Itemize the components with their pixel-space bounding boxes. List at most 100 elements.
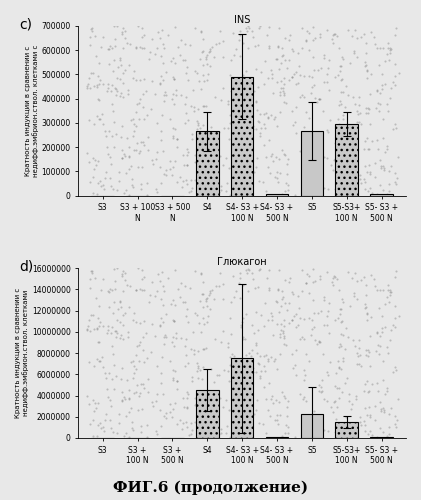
Point bbox=[125, 90, 132, 98]
Point bbox=[297, 71, 304, 79]
Point bbox=[133, 318, 140, 326]
Point bbox=[304, 172, 311, 180]
Point bbox=[161, 286, 168, 294]
Point bbox=[100, 276, 107, 283]
Point bbox=[310, 36, 317, 44]
Point bbox=[280, 74, 287, 82]
Point bbox=[262, 429, 269, 437]
Point bbox=[205, 48, 212, 56]
Point bbox=[125, 191, 132, 199]
Text: c): c) bbox=[19, 18, 32, 32]
Point bbox=[337, 98, 344, 106]
Point bbox=[363, 104, 370, 112]
Point bbox=[343, 413, 350, 421]
Point bbox=[240, 188, 247, 196]
Point bbox=[156, 34, 163, 42]
Point bbox=[310, 278, 317, 286]
Point bbox=[240, 390, 246, 398]
Point bbox=[245, 286, 252, 294]
Point bbox=[163, 171, 170, 179]
Point bbox=[148, 78, 155, 86]
Point bbox=[176, 174, 183, 182]
Point bbox=[198, 86, 205, 94]
Point bbox=[229, 134, 236, 142]
Point bbox=[96, 80, 103, 88]
Point bbox=[136, 115, 142, 123]
Point bbox=[206, 289, 213, 297]
Point bbox=[230, 272, 237, 280]
Point bbox=[192, 267, 199, 275]
Point bbox=[283, 160, 290, 168]
Point bbox=[86, 74, 93, 82]
Point bbox=[354, 352, 361, 360]
Point bbox=[219, 280, 226, 287]
Point bbox=[240, 332, 246, 340]
Point bbox=[222, 429, 229, 437]
Point bbox=[169, 332, 176, 340]
Text: ФИГ.6 (продолжение): ФИГ.6 (продолжение) bbox=[113, 480, 308, 495]
Point bbox=[385, 282, 392, 290]
Point bbox=[107, 402, 114, 410]
Point bbox=[93, 354, 100, 362]
Point bbox=[110, 385, 117, 393]
Point bbox=[161, 98, 168, 106]
Point bbox=[143, 421, 150, 429]
Point bbox=[119, 335, 126, 343]
Point bbox=[394, 153, 401, 161]
Point bbox=[317, 272, 323, 280]
Point bbox=[110, 360, 117, 368]
Point bbox=[235, 278, 242, 286]
Point bbox=[207, 388, 214, 396]
Point bbox=[362, 138, 368, 145]
Point bbox=[380, 428, 387, 436]
Point bbox=[225, 342, 232, 350]
Point bbox=[129, 424, 136, 432]
Point bbox=[293, 346, 299, 354]
Point bbox=[96, 302, 102, 310]
Point bbox=[386, 286, 393, 294]
Point bbox=[182, 119, 189, 127]
Point bbox=[169, 90, 176, 98]
Point bbox=[387, 336, 394, 344]
Point bbox=[246, 146, 253, 154]
Point bbox=[125, 433, 132, 441]
Point bbox=[100, 120, 107, 128]
Point bbox=[216, 370, 222, 378]
Point bbox=[377, 156, 384, 164]
Point bbox=[302, 397, 309, 405]
Point bbox=[381, 58, 388, 66]
Point bbox=[276, 266, 282, 274]
Point bbox=[170, 134, 177, 142]
Point bbox=[183, 146, 190, 154]
Point bbox=[276, 398, 282, 406]
Point bbox=[139, 286, 146, 294]
Point bbox=[231, 51, 237, 59]
Point bbox=[136, 150, 143, 158]
Point bbox=[237, 118, 243, 126]
Point bbox=[381, 300, 388, 308]
Point bbox=[367, 411, 374, 419]
Point bbox=[317, 64, 324, 72]
Point bbox=[321, 78, 328, 86]
Point bbox=[353, 152, 360, 160]
Point bbox=[266, 284, 272, 292]
Point bbox=[294, 79, 301, 87]
Point bbox=[106, 127, 113, 135]
Point bbox=[184, 180, 191, 188]
Point bbox=[158, 72, 165, 80]
Point bbox=[334, 142, 341, 150]
Point bbox=[136, 390, 143, 398]
Point bbox=[343, 82, 349, 90]
Point bbox=[194, 311, 200, 319]
Point bbox=[246, 123, 253, 131]
Point bbox=[335, 286, 342, 294]
Point bbox=[384, 44, 391, 52]
Point bbox=[169, 95, 176, 103]
Point bbox=[105, 288, 112, 296]
Point bbox=[256, 265, 263, 273]
Point bbox=[174, 420, 181, 428]
Point bbox=[152, 428, 159, 436]
Point bbox=[278, 84, 285, 92]
Point bbox=[362, 39, 369, 47]
Point bbox=[215, 172, 222, 179]
